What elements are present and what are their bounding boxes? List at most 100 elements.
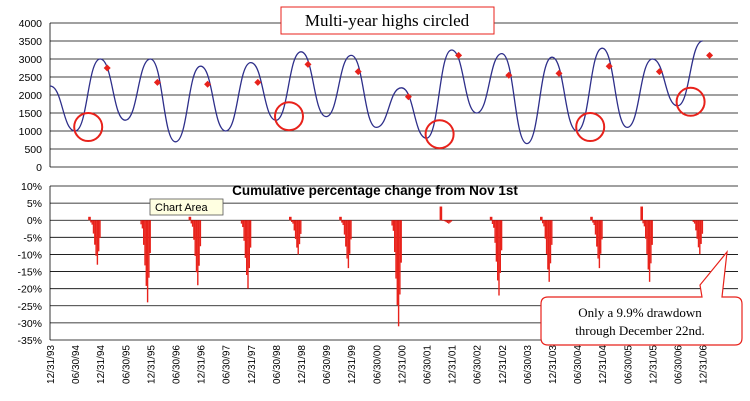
year-end-marker [505,71,513,79]
drawdown-bar [598,220,601,269]
drawdown-bar [141,220,144,229]
drawdown-bar [95,220,97,256]
year-end-marker [706,51,714,59]
drawdown-bar [693,220,696,224]
top-chart-high-circles [73,86,706,150]
bottom-y-tick-label: 5% [27,198,42,210]
drawdown-bar [446,220,449,223]
drawdown-bar [246,220,248,275]
year-end-marker [555,69,563,77]
season-bars-1998 [289,216,302,255]
drawdown-bar [596,220,598,247]
x-tick-label: 12/31/00 [397,345,408,384]
bottom-chart-bars [88,206,704,327]
high-circle [274,101,304,132]
bottom-chart-y-axis: 10% 5% 0% -5% -10% -15% -20% -25% -30% -35% [17,181,42,347]
drawdown-bar [91,220,93,225]
gain-bar [590,216,593,221]
top-y-tick-label: 4000 [19,18,43,30]
top-y-tick-label: 1500 [19,108,43,120]
drawdown-bar [92,220,95,234]
drawdown-bar [349,220,351,254]
bottom-y-tick-label: -5% [23,232,42,244]
top-chart-y-axis: 0 500 1000 1500 2000 2500 3000 3500 4000 [19,18,43,174]
gain-bar [489,216,493,221]
x-axis-labels: 12/31/93 06/30/94 12/31/94 06/30/95 12/31/95… [46,345,710,384]
drawdown-bar [392,220,395,231]
x-tick-label: 06/30/98 [272,345,283,384]
season-bars-1997 [240,220,252,289]
drawdown-bar [551,220,553,245]
high-circle [73,112,104,142]
drawdown-bar [497,220,499,281]
drawdown-bar [199,220,202,247]
year-end-marker [153,78,161,86]
drawdown-bar [293,220,295,231]
index-line [49,40,703,145]
x-tick-label: 12/31/95 [146,345,157,384]
season-bars-2003 [540,216,553,282]
gain-bar [439,206,443,221]
drawdown-bar [96,220,99,265]
x-tick-label: 12/31/05 [648,345,659,384]
drawdown-bar [247,220,249,289]
drawdown-bar [645,220,647,239]
drawdown-bar [193,220,195,240]
drawdown-bar [647,220,649,270]
top-chart-title: Multi-year highs circled [305,11,470,30]
drawdown-bar [140,220,142,225]
drawdown-bar [542,220,544,224]
season-bars-1996 [188,216,202,286]
x-tick-label: 06/30/99 [322,345,333,384]
season-bars-2005 [640,206,653,282]
drawdown-bar [350,220,352,240]
drawdown-bar [248,220,250,269]
x-tick-label: 12/31/93 [46,345,57,384]
drawdown-bar [300,220,302,234]
drawdown-bar [592,220,594,223]
top-y-tick-label: 1000 [19,126,43,138]
top-y-tick-label: 3000 [19,54,43,66]
x-tick-label: 06/30/06 [674,345,685,384]
drawdown-bar [296,220,298,248]
high-circle [424,119,455,150]
x-tick-label: 12/31/97 [247,345,258,384]
chart-area-tooltip: Chart Area [149,198,224,216]
x-tick-label: 06/30/96 [172,345,183,384]
drawdown-bar [651,220,653,245]
drawdown-bar [190,220,192,224]
gain-bar [540,216,543,221]
drawdown-bar [242,220,244,228]
bottom-y-tick-label: 0% [27,215,42,227]
drawdown-bar [549,220,552,264]
year-end-marker [103,64,111,72]
drawdown-bar [600,220,602,254]
gain-bar [188,216,192,221]
x-tick-label: 06/30/94 [71,345,82,384]
gain-bar [339,216,342,221]
drawdown-bar [391,220,393,226]
drawdown-bar [345,220,347,247]
callout-line-1: Only a 9.9% drawdown [578,305,702,320]
bottom-y-tick-label: -25% [17,301,42,313]
gain-bar [88,216,91,221]
drawdown-bar [347,220,350,269]
top-chart-markers [103,51,714,101]
drawdown-bar [98,220,100,252]
drawdown-bar [646,220,648,255]
x-tick-label: 12/31/96 [197,345,208,384]
drawdown-bar [240,220,243,224]
drawdown-bar [696,220,698,239]
drawdown-bar [544,220,546,239]
drawdown-bar [445,220,447,223]
drawdown-bar [548,220,550,282]
drawdown-bar [498,220,500,296]
drawdown-bar [249,220,252,248]
drawdown-bar [701,220,704,234]
bottom-y-tick-label: 10% [21,181,42,193]
drawdown-bar [642,220,644,224]
drawdown-bar [394,220,396,253]
drawdown-bar [397,220,400,327]
bottom-y-tick-label: -30% [17,318,42,330]
year-end-marker [354,68,362,76]
